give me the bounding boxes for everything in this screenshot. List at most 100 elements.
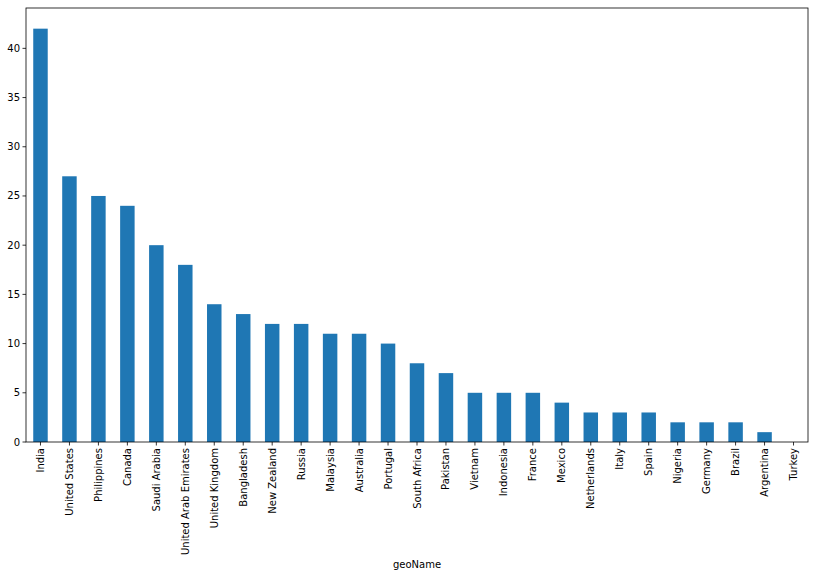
bar [641, 412, 655, 442]
bar [265, 324, 279, 442]
bar [236, 314, 250, 442]
x-tick [185, 442, 186, 446]
y-tick [23, 442, 27, 443]
x-tick-label: India [35, 448, 46, 473]
y-tick [23, 245, 27, 246]
x-tick [243, 442, 244, 446]
background [0, 0, 815, 577]
x-axis-label: geoName [393, 559, 441, 570]
bar [439, 373, 453, 442]
bar [323, 334, 337, 442]
x-tick-label: Philippines [93, 448, 104, 502]
x-tick [445, 442, 446, 446]
x-tick [735, 442, 736, 446]
y-tick-label: 35 [7, 92, 20, 103]
bar [178, 265, 192, 442]
x-tick-label: Indonesia [498, 448, 509, 496]
bar [526, 393, 540, 442]
y-tick-label: 20 [7, 240, 20, 251]
bar [497, 393, 511, 442]
x-tick [503, 442, 504, 446]
y-tick-label: 5 [14, 387, 20, 398]
x-tick [532, 442, 533, 446]
x-tick [214, 442, 215, 446]
bar [120, 206, 134, 442]
x-tick [793, 442, 794, 446]
y-tick [23, 294, 27, 295]
bar [728, 422, 742, 442]
y-tick-label: 10 [7, 338, 20, 349]
x-tick-label: Saudi Arabia [151, 448, 162, 511]
x-tick [40, 442, 41, 446]
x-tick-label: Australia [354, 448, 365, 492]
axes-frame [26, 8, 808, 442]
x-tick-label: Netherlands [585, 448, 596, 509]
y-tick-label: 25 [7, 190, 20, 201]
x-tick-label: Russia [296, 448, 307, 480]
y-tick [23, 146, 27, 147]
y-tick-label: 15 [7, 289, 20, 300]
x-tick-label: South Africa [412, 448, 423, 509]
x-tick [706, 442, 707, 446]
x-tick [590, 442, 591, 446]
y-tick [23, 392, 27, 393]
x-tick-label: United Kingdom [209, 448, 220, 528]
x-tick-label: Germany [701, 448, 712, 494]
x-tick-label: Bangladesh [238, 448, 249, 507]
x-tick-label: France [527, 448, 538, 481]
x-tick-label: Italy [614, 448, 625, 470]
x-tick [330, 442, 331, 446]
bar [699, 422, 713, 442]
bar [410, 363, 424, 442]
x-tick-label: United Arab Emirates [180, 448, 191, 555]
bar [149, 245, 163, 442]
bar [555, 403, 569, 442]
y-tick [23, 343, 27, 344]
x-tick-label: Argentina [759, 448, 770, 497]
bar [584, 412, 598, 442]
x-tick [619, 442, 620, 446]
x-tick [69, 442, 70, 446]
bar [381, 344, 395, 442]
bar [670, 422, 684, 442]
x-tick-label: New Zealand [267, 448, 278, 514]
x-tick-label: United States [64, 448, 75, 516]
x-tick-label: Canada [122, 448, 133, 486]
chart-container: 0 5 10 15 20 25 30 35 40 India United States Philip… [0, 0, 815, 577]
x-tick [272, 442, 273, 446]
y-tick-label: 0 [14, 437, 20, 448]
x-tick [561, 442, 562, 446]
x-tick-label: Mexico [556, 448, 567, 483]
x-tick [388, 442, 389, 446]
x-tick [359, 442, 360, 446]
bar [613, 412, 627, 442]
x-tick-label: Portugal [383, 448, 394, 489]
y-tick [23, 48, 27, 49]
x-tick [648, 442, 649, 446]
bar [33, 29, 47, 442]
x-tick-label: Malaysia [325, 448, 336, 492]
bar [207, 304, 221, 442]
x-tick-label: Brazil [730, 448, 741, 476]
bar [468, 393, 482, 442]
x-tick-label: Vietnam [469, 448, 480, 490]
x-tick [677, 442, 678, 446]
x-tick-label: Spain [643, 448, 654, 476]
x-tick [301, 442, 302, 446]
x-tick [417, 442, 418, 446]
x-tick [127, 442, 128, 446]
x-tick-label: Pakistan [440, 448, 451, 490]
x-tick [474, 442, 475, 446]
x-tick-label: Turkey [788, 448, 799, 482]
bar [294, 324, 308, 442]
x-tick [764, 442, 765, 446]
y-tick-label: 40 [7, 43, 20, 54]
x-tick [98, 442, 99, 446]
y-tick-label: 30 [7, 141, 20, 152]
chart-svg: 0 5 10 15 20 25 30 35 40 India United States Philip… [0, 0, 815, 577]
y-tick [23, 97, 27, 98]
x-tick-label: Nigeria [672, 448, 683, 484]
bar [757, 432, 771, 442]
bars [33, 29, 772, 442]
bar [62, 176, 76, 442]
